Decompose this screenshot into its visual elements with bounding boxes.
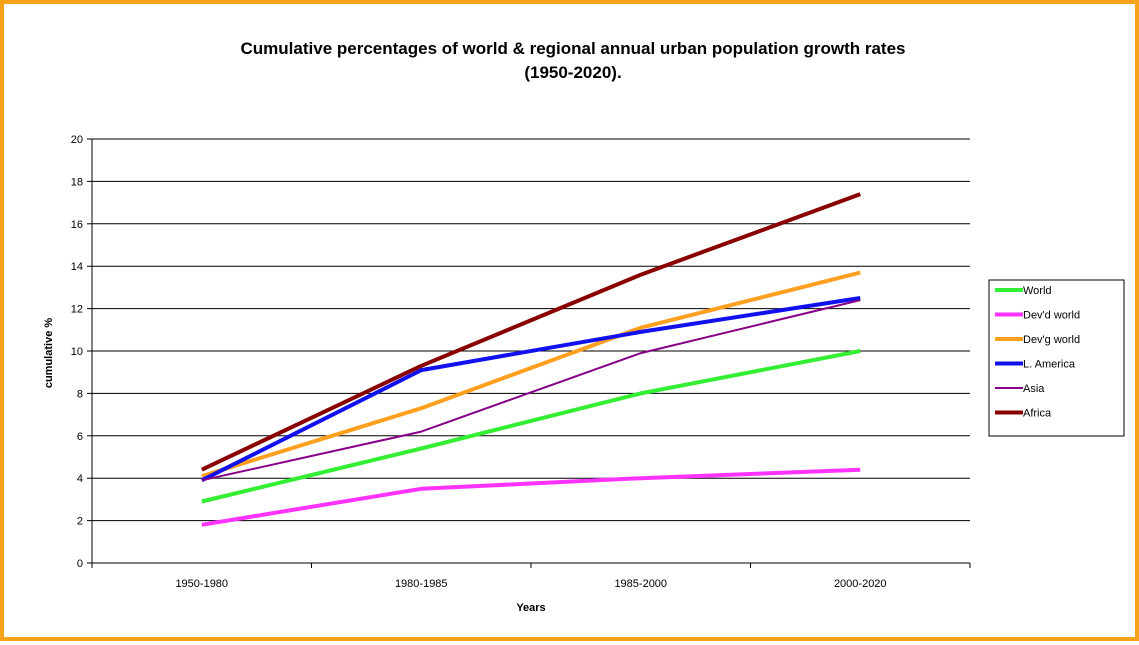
y-tick-label: 8 <box>77 388 83 400</box>
x-tick-label: 1980-1985 <box>395 578 448 590</box>
chart-title-line2: (1950-2020). <box>524 63 621 82</box>
legend-label: Dev'g world <box>1023 334 1080 346</box>
axes: 0 2 4 6 8 10 12 14 16 18 20 1950-1980 1980-1985 1985-… <box>71 134 971 590</box>
series-line <box>201 349 861 504</box>
series-line <box>200 192 861 472</box>
legend-box <box>988 279 1125 437</box>
y-axis-title: cumulative % <box>43 318 55 389</box>
y-tick-label: 18 <box>71 176 83 188</box>
legend-label: L. America <box>1023 359 1076 371</box>
series-line <box>201 270 861 479</box>
legend-label: Asia <box>1023 383 1045 395</box>
y-tick-label: 12 <box>71 304 83 316</box>
legend-label: Dev'd world <box>1023 310 1080 322</box>
x-tick-label: 1950-1980 <box>175 578 228 590</box>
chart-title-line1: Cumulative percentages of world & region… <box>241 39 906 58</box>
gridlines <box>92 138 970 522</box>
y-tick-label: 0 <box>77 558 83 570</box>
x-tick-label: 1985-2000 <box>614 578 667 590</box>
y-tick-label: 14 <box>71 261 83 273</box>
y-tick-label: 4 <box>77 473 83 485</box>
y-tick-label: 16 <box>71 219 83 231</box>
x-tick-label: 2000-2020 <box>834 578 887 590</box>
y-tick-label: 6 <box>77 431 83 443</box>
series-line <box>200 296 861 483</box>
y-tick-label: 2 <box>77 516 83 528</box>
legend: World Dev'd world Dev'g world L. America Asi… <box>988 279 1125 437</box>
legend-label: World <box>1023 285 1052 297</box>
series-line <box>201 299 861 482</box>
x-axis-title: Years <box>516 602 545 614</box>
line-chart: Cumulative percentages of world & region… <box>43 39 1125 614</box>
legend-label: Africa <box>1023 408 1052 420</box>
y-tick-label: 10 <box>71 346 83 358</box>
series-line <box>201 467 861 527</box>
y-tick-label: 20 <box>71 134 83 146</box>
series-lines <box>200 192 861 527</box>
